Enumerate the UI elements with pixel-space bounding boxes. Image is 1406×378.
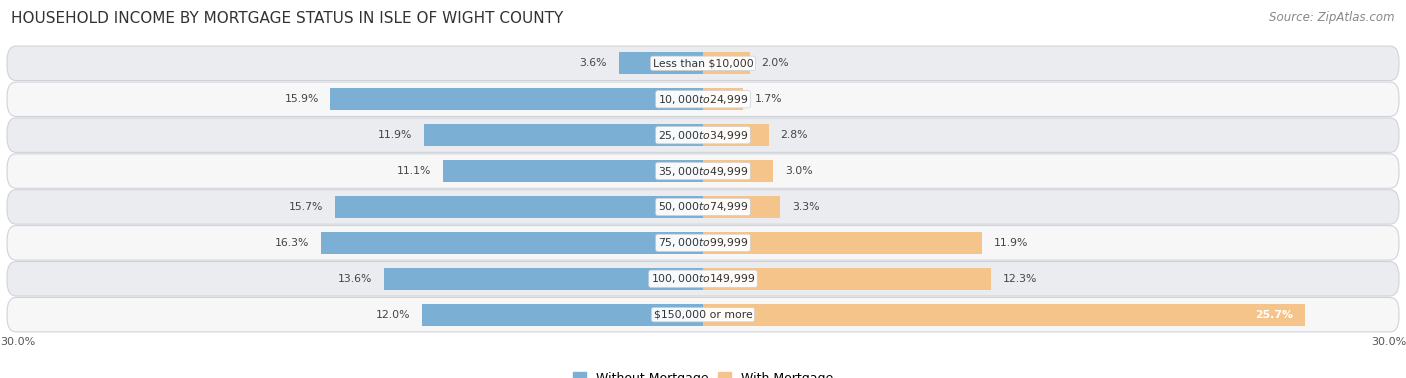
Bar bbox=[422, 304, 703, 326]
Text: $100,000 to $149,999: $100,000 to $149,999 bbox=[651, 272, 755, 285]
Bar bbox=[703, 88, 742, 110]
Text: Less than $10,000: Less than $10,000 bbox=[652, 58, 754, 68]
Bar bbox=[384, 268, 703, 290]
Bar bbox=[330, 88, 703, 110]
Text: 30.0%: 30.0% bbox=[0, 337, 35, 347]
Bar bbox=[703, 196, 780, 218]
Text: 2.8%: 2.8% bbox=[780, 130, 808, 140]
Text: 3.0%: 3.0% bbox=[785, 166, 813, 176]
Text: 11.9%: 11.9% bbox=[378, 130, 412, 140]
FancyBboxPatch shape bbox=[7, 297, 1399, 332]
Text: 12.0%: 12.0% bbox=[375, 310, 411, 320]
Bar bbox=[335, 196, 703, 218]
Bar bbox=[703, 268, 991, 290]
Text: 11.1%: 11.1% bbox=[396, 166, 432, 176]
Bar bbox=[703, 160, 773, 182]
Text: $35,000 to $49,999: $35,000 to $49,999 bbox=[658, 164, 748, 178]
Bar bbox=[619, 52, 703, 74]
Text: 12.3%: 12.3% bbox=[1002, 274, 1038, 284]
Text: 11.9%: 11.9% bbox=[994, 238, 1028, 248]
Bar bbox=[321, 232, 703, 254]
Text: $75,000 to $99,999: $75,000 to $99,999 bbox=[658, 236, 748, 249]
Text: 13.6%: 13.6% bbox=[339, 274, 373, 284]
FancyBboxPatch shape bbox=[7, 262, 1399, 296]
Text: 16.3%: 16.3% bbox=[276, 238, 309, 248]
FancyBboxPatch shape bbox=[7, 190, 1399, 224]
Text: $150,000 or more: $150,000 or more bbox=[654, 310, 752, 320]
Text: 15.7%: 15.7% bbox=[290, 202, 323, 212]
Text: HOUSEHOLD INCOME BY MORTGAGE STATUS IN ISLE OF WIGHT COUNTY: HOUSEHOLD INCOME BY MORTGAGE STATUS IN I… bbox=[11, 11, 564, 26]
Bar bbox=[443, 160, 703, 182]
FancyBboxPatch shape bbox=[7, 118, 1399, 152]
Bar bbox=[703, 124, 769, 146]
Text: 2.0%: 2.0% bbox=[762, 58, 789, 68]
Text: 30.0%: 30.0% bbox=[1371, 337, 1406, 347]
Text: 3.6%: 3.6% bbox=[579, 58, 607, 68]
FancyBboxPatch shape bbox=[7, 154, 1399, 188]
FancyBboxPatch shape bbox=[7, 226, 1399, 260]
FancyBboxPatch shape bbox=[7, 82, 1399, 116]
Bar bbox=[703, 232, 981, 254]
Legend: Without Mortgage, With Mortgage: Without Mortgage, With Mortgage bbox=[568, 367, 838, 378]
Text: $25,000 to $34,999: $25,000 to $34,999 bbox=[658, 129, 748, 142]
Bar bbox=[703, 304, 1305, 326]
Text: 3.3%: 3.3% bbox=[792, 202, 820, 212]
Text: 25.7%: 25.7% bbox=[1256, 310, 1294, 320]
FancyBboxPatch shape bbox=[7, 46, 1399, 81]
Text: $50,000 to $74,999: $50,000 to $74,999 bbox=[658, 200, 748, 214]
Text: 15.9%: 15.9% bbox=[284, 94, 319, 104]
Text: Source: ZipAtlas.com: Source: ZipAtlas.com bbox=[1270, 11, 1395, 24]
Bar bbox=[425, 124, 703, 146]
Text: 1.7%: 1.7% bbox=[755, 94, 782, 104]
Bar bbox=[703, 52, 749, 74]
Text: $10,000 to $24,999: $10,000 to $24,999 bbox=[658, 93, 748, 106]
